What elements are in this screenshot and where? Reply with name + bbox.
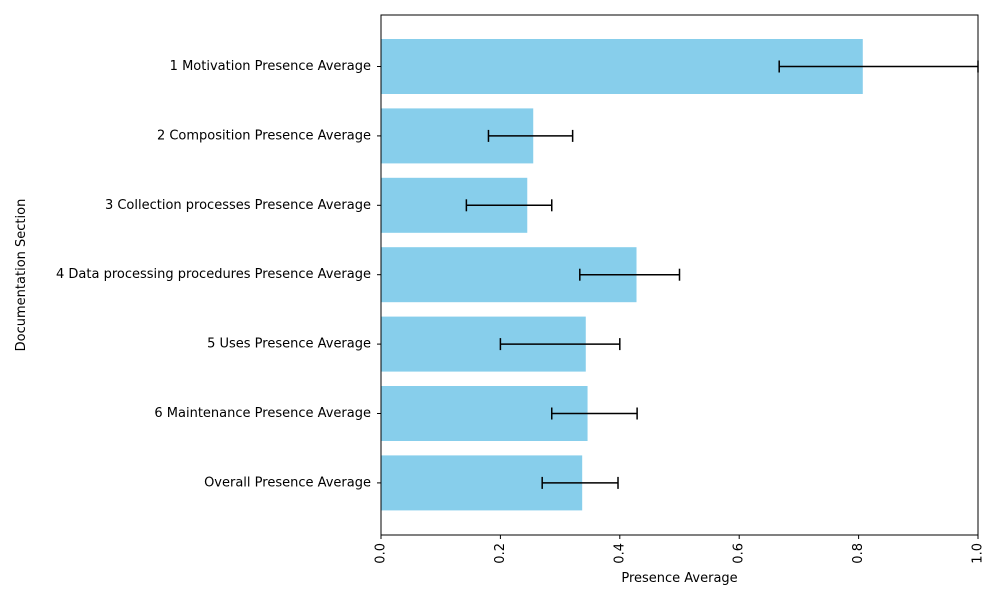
y-tick-label: 6 Maintenance Presence Average [154,406,371,421]
y-tick-label: 1 Motivation Presence Average [170,59,371,74]
x-tick-label: 0.0 [374,543,389,564]
x-tick-label: 0.2 [493,543,508,564]
x-tick-label: 0.8 [851,543,866,564]
x-tick-label: 1.0 [971,543,986,564]
x-tick-label: 0.4 [612,543,627,564]
y-axis: 1 Motivation Presence Average 2 Compositi… [56,59,381,490]
x-axis: 0.0 0.2 0.4 0.6 0.8 1.0 [374,535,986,564]
x-tick-label: 0.6 [732,543,747,564]
y-tick-label: Overall Presence Average [204,475,371,490]
y-tick-label: 2 Composition Presence Average [157,128,371,143]
x-axis-label: Presence Average [621,571,737,586]
y-tick-label: 5 Uses Presence Average [207,337,371,352]
y-tick-label: 3 Collection processes Presence Average [105,198,371,213]
error-bars-layer [465,60,979,489]
y-tick-label: 4 Data processing procedures Presence Av… [56,267,371,282]
y-axis-label: Documentation Section [14,199,29,352]
